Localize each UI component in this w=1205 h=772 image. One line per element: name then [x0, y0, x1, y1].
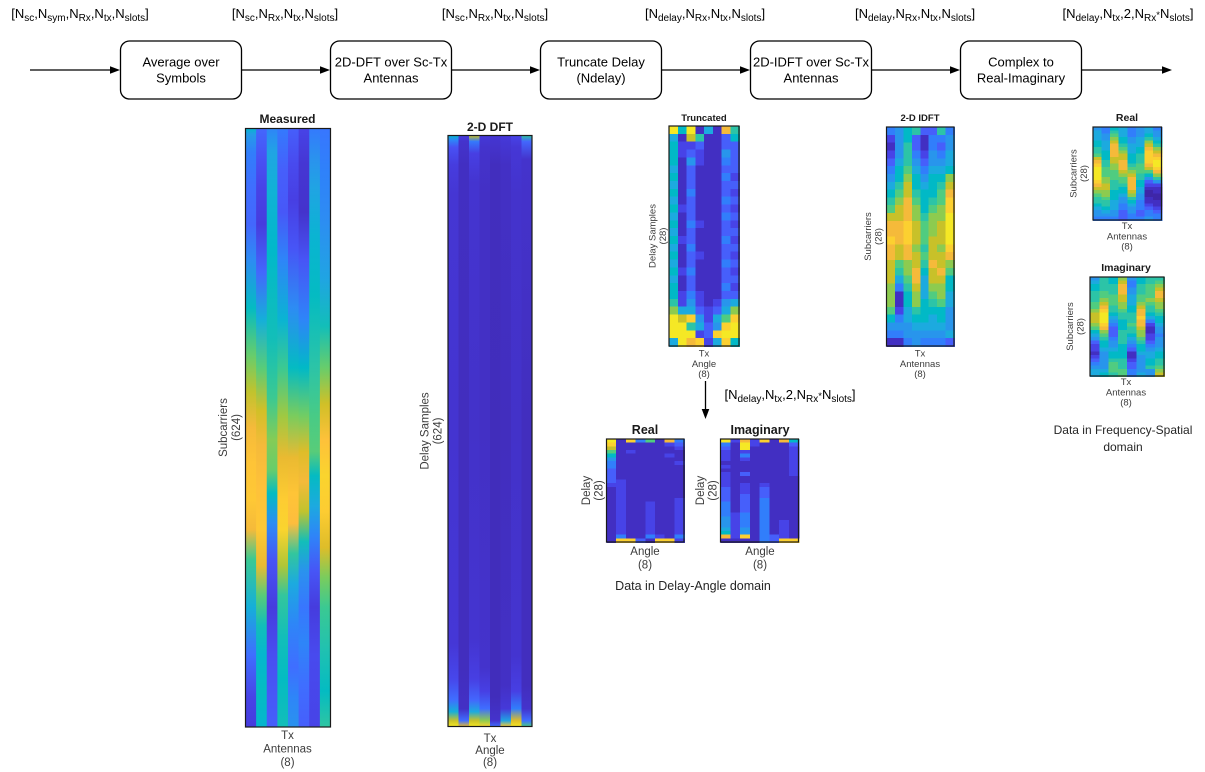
svg-text:Tx: Tx — [699, 349, 710, 360]
svg-text:(Ndelay): (Ndelay) — [576, 71, 625, 86]
svg-text:[Nsc,NRx,Ntx,Nslots]: [Nsc,NRx,Ntx,Nslots] — [232, 6, 338, 24]
svg-text:2-D IDFT: 2-D IDFT — [900, 113, 939, 124]
svg-text:(8): (8) — [1121, 242, 1133, 253]
svg-text:Antennas: Antennas — [784, 71, 839, 86]
svg-text:Angle: Angle — [745, 546, 774, 558]
svg-text:(8): (8) — [280, 757, 294, 769]
svg-text:Symbols: Symbols — [156, 71, 206, 86]
svg-text:2D-DFT over Sc-Tx: 2D-DFT over Sc-Tx — [335, 55, 448, 70]
svg-text:[Ndelay,Ntx,2,NRx*Nslots]: [Ndelay,Ntx,2,NRx*Nslots] — [1062, 6, 1193, 24]
svg-text:Data in Delay-Angle domain: Data in Delay-Angle domain — [615, 579, 771, 593]
svg-text:Angle: Angle — [630, 546, 659, 558]
svg-text:Antennas: Antennas — [364, 71, 419, 86]
svg-text:[Ndelay,NRx,Ntx,Nslots]: [Ndelay,NRx,Ntx,Nslots] — [855, 6, 975, 24]
svg-text:Subcarriers(624): Subcarriers(624) — [218, 398, 243, 457]
svg-text:Tx: Tx — [281, 730, 294, 742]
svg-text:(8): (8) — [483, 757, 497, 769]
svg-text:Truncated: Truncated — [681, 113, 727, 124]
svg-text:Subcarriers(28): Subcarriers(28) — [1069, 149, 1091, 198]
svg-text:[Ndelay,NRx,Ntx,Nslots]: [Ndelay,NRx,Ntx,Nslots] — [645, 6, 765, 24]
svg-text:Real-Imaginary: Real-Imaginary — [977, 71, 1066, 86]
svg-text:(8): (8) — [698, 369, 710, 380]
svg-text:(8): (8) — [753, 560, 767, 572]
svg-text:2-D DFT: 2-D DFT — [467, 120, 514, 134]
svg-text:Subcarriers(28): Subcarriers(28) — [1065, 302, 1087, 351]
svg-text:Antennas: Antennas — [1106, 387, 1146, 398]
svg-text:Average over: Average over — [142, 55, 220, 70]
svg-text:Real: Real — [1116, 112, 1138, 124]
svg-text:Angle: Angle — [692, 359, 716, 370]
svg-text:Subcarriers(28): Subcarriers(28) — [863, 212, 885, 261]
svg-text:(8): (8) — [638, 560, 652, 572]
svg-text:Tx: Tx — [915, 349, 926, 360]
svg-text:Antennas: Antennas — [263, 744, 312, 756]
svg-text:Tx: Tx — [484, 733, 497, 745]
svg-text:Delay Samples(624): Delay Samples(624) — [420, 392, 445, 470]
svg-text:2D-IDFT over Sc-Tx: 2D-IDFT over Sc-Tx — [753, 55, 870, 70]
svg-text:Tx: Tx — [1122, 221, 1133, 232]
svg-text:Data in Frequency-Spatial: Data in Frequency-Spatial — [1054, 423, 1193, 437]
svg-text:Delay(28): Delay(28) — [695, 476, 720, 506]
svg-text:(8): (8) — [914, 369, 926, 380]
svg-text:Real: Real — [632, 423, 658, 437]
svg-text:Delay Samples(28): Delay Samples(28) — [648, 204, 670, 268]
svg-text:Measured: Measured — [259, 112, 315, 126]
svg-text:[Nsc,Nsym,NRx,Ntx,Nslots]: [Nsc,Nsym,NRx,Ntx,Nslots] — [11, 6, 149, 24]
svg-text:Truncate Delay: Truncate Delay — [557, 55, 645, 70]
svg-text:(8): (8) — [1120, 398, 1132, 409]
svg-text:Antennas: Antennas — [900, 359, 940, 370]
svg-text:Complex to: Complex to — [988, 55, 1054, 70]
svg-text:Tx: Tx — [1121, 377, 1132, 388]
svg-text:Imaginary: Imaginary — [1101, 262, 1151, 274]
svg-text:domain: domain — [1103, 440, 1142, 454]
svg-text:Delay(28): Delay(28) — [581, 476, 606, 506]
svg-text:[Ndelay,Ntx,2,NRx*Nslots]: [Ndelay,Ntx,2,NRx*Nslots] — [724, 387, 855, 405]
svg-text:[Nsc,NRx,Ntx,Nslots]: [Nsc,NRx,Ntx,Nslots] — [442, 6, 548, 24]
svg-text:Imaginary: Imaginary — [730, 423, 789, 437]
svg-text:Angle: Angle — [475, 745, 504, 757]
svg-text:Antennas: Antennas — [1107, 231, 1147, 242]
